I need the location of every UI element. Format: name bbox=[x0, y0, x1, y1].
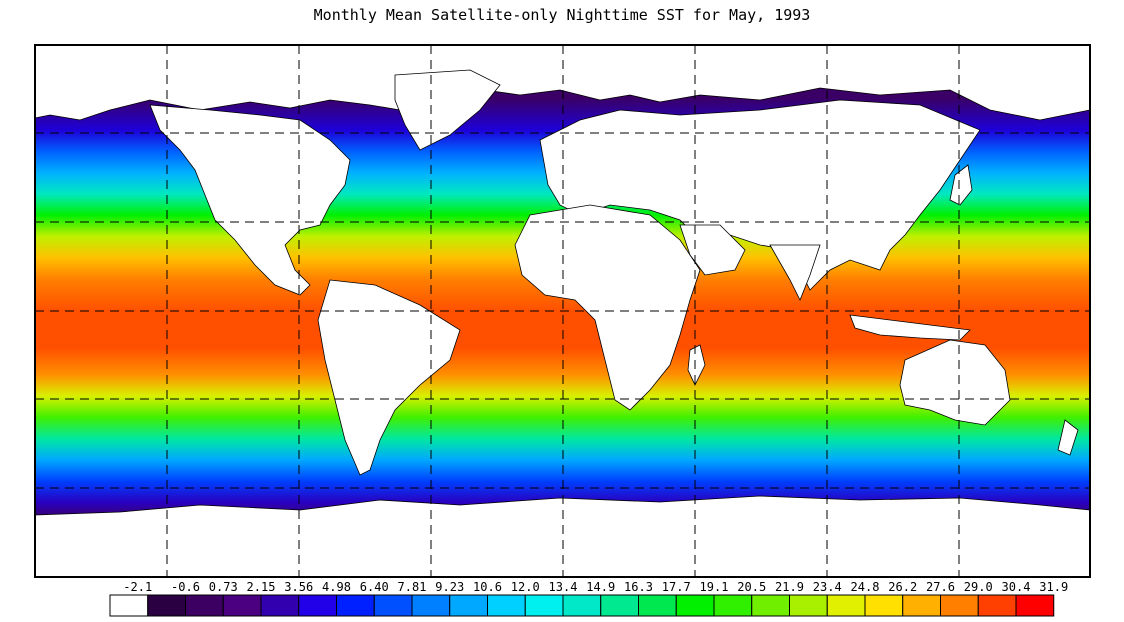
map-title: Monthly Mean Satellite-only Nighttime SS… bbox=[313, 6, 811, 24]
legend-tick-label: 14.9 bbox=[586, 580, 616, 594]
legend-tick-label: 16.3 bbox=[624, 580, 653, 594]
legend-swatch bbox=[411, 594, 451, 617]
australia bbox=[899, 339, 1011, 426]
legend-swatch bbox=[185, 594, 224, 617]
legend-tick-label: 12.0 bbox=[510, 580, 540, 594]
legend-swatch bbox=[713, 594, 753, 617]
graticule bbox=[35, 45, 1090, 577]
arabia bbox=[679, 224, 746, 276]
legend-swatch bbox=[789, 594, 828, 617]
legend-tick-label: 23.4 bbox=[812, 580, 842, 594]
south-america bbox=[317, 279, 461, 476]
legend-swatch bbox=[449, 594, 488, 617]
legend-tick-label: 0.73 bbox=[208, 580, 238, 594]
legend-swatch bbox=[260, 594, 300, 617]
legend-swatch bbox=[977, 594, 1017, 617]
legend-tick-label: 7.81 bbox=[397, 580, 427, 594]
indonesia bbox=[849, 314, 971, 341]
legend-tick-label: 17.7 bbox=[661, 580, 691, 594]
legend-tick-label: 31.9 bbox=[1039, 580, 1069, 594]
legend-tick-label: 29.0 bbox=[963, 580, 993, 594]
legend-tick-label: 4.98 bbox=[322, 580, 351, 594]
legend-tick-label: 19.1 bbox=[699, 580, 729, 594]
legend-swatch bbox=[940, 594, 979, 617]
legend-tick-label: 9.23 bbox=[435, 580, 465, 594]
legend-swatch bbox=[562, 594, 602, 617]
legend-tick-label: 20.5 bbox=[737, 580, 767, 594]
eurasia bbox=[539, 99, 981, 291]
legend-swatch bbox=[638, 594, 677, 617]
legend-tick-label: 10.6 bbox=[473, 580, 502, 594]
legend-tick-label: 30.4 bbox=[1001, 580, 1031, 594]
legend-tick-label: -2.1 bbox=[123, 580, 153, 594]
japan bbox=[949, 164, 973, 206]
legend-tick-label: 13.4 bbox=[548, 580, 578, 594]
legend-tick-label: -0.6 bbox=[171, 580, 200, 594]
madagascar bbox=[687, 344, 706, 386]
legend-swatch bbox=[109, 594, 149, 617]
legend-tick-label: 6.40 bbox=[359, 580, 389, 594]
legend-swatch bbox=[222, 594, 262, 617]
legend-swatch bbox=[524, 594, 564, 617]
legend-tick-label: 26.2 bbox=[888, 580, 918, 594]
legend-swatch bbox=[487, 594, 526, 617]
legend-swatch bbox=[751, 594, 790, 617]
africa bbox=[514, 204, 701, 411]
legend-tick-label: 2.15 bbox=[246, 580, 276, 594]
legend-swatch bbox=[675, 594, 715, 617]
legend-swatch bbox=[336, 594, 375, 617]
legend-swatch bbox=[902, 594, 941, 617]
legend-swatch bbox=[600, 594, 639, 617]
legend-swatch bbox=[864, 594, 904, 617]
legend-tick-label: 21.9 bbox=[775, 580, 804, 594]
legend-swatch bbox=[826, 594, 866, 617]
legend-swatch bbox=[298, 594, 337, 617]
legend-tick-label: 27.6 bbox=[926, 580, 955, 594]
legend-tick-label: 24.8 bbox=[850, 580, 880, 594]
greenland bbox=[394, 69, 501, 151]
india bbox=[769, 244, 821, 301]
legend-swatch bbox=[1015, 594, 1055, 617]
legend-swatch bbox=[147, 594, 186, 617]
legend-tick-label: 3.56 bbox=[284, 580, 314, 594]
antarctica bbox=[35, 495, 1090, 577]
color-legend bbox=[109, 594, 1055, 617]
new-zealand bbox=[1057, 419, 1079, 456]
legend-swatch bbox=[373, 594, 413, 617]
